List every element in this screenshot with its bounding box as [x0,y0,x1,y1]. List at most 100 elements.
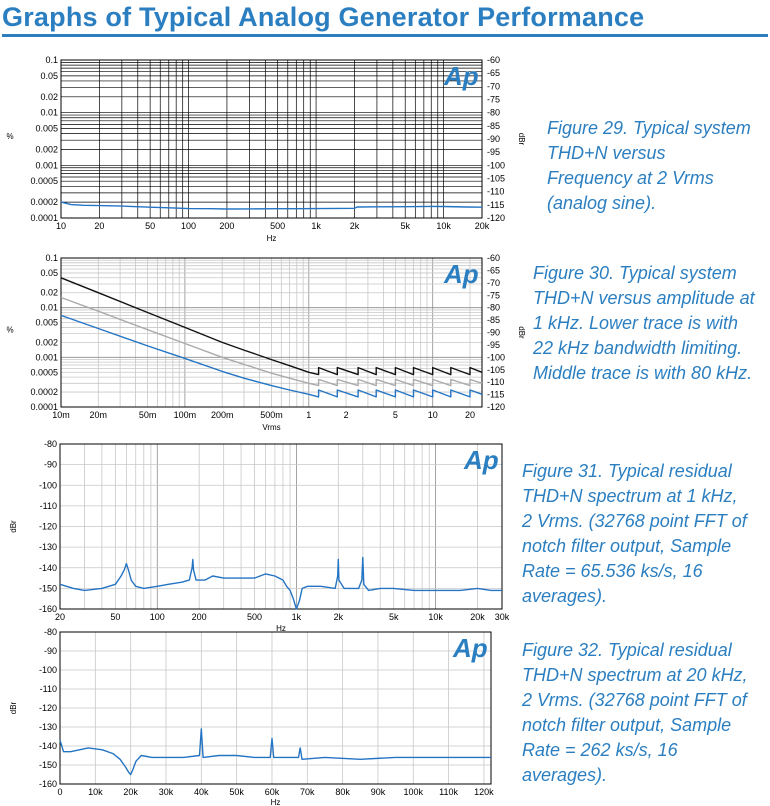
caption-line: THD+N versus [547,143,666,163]
chart-thd-vs-amplitude: 10m 20m 50m 100m 200m 500m 1 2 5 10 20 0.1 0.05 0.02 0… [6,253,526,432]
y-tick-label: -150 [39,583,57,593]
series-line-2 [60,314,483,398]
y-tick-label: -160 [39,779,57,789]
ap-logo: Ap [452,633,488,663]
x-tick-label: 2k [350,221,360,231]
y-tick-label: 0.001 [35,352,58,362]
caption-line: 22 kHz bandwidth limiting. [533,338,743,358]
x-tick-label: 100 [181,221,196,231]
series-line-0 [60,277,483,376]
y2-tick-label: -115 [487,390,504,400]
x-tick-label: 200 [192,612,207,622]
y-tick-label: -120 [39,703,57,713]
y-tick-label: -150 [39,760,57,770]
y2-tick-label: -95 [487,147,500,157]
y-tick-label: 0.1 [45,55,58,65]
y-tick-label: -110 [40,501,57,511]
x-tick-label: 5k [389,612,399,622]
y2-tick-label: -100 [487,160,505,170]
caption-line: Figure 32. Typical residual [522,640,732,660]
x-tick-label: 2k [334,612,344,622]
y-tick-label: -130 [39,722,57,732]
x-tick-label: 20 [55,612,65,622]
caption-line: notch filter output, Sample [522,715,732,735]
y-tick-label: 0.001 [35,160,58,170]
plot-frame [59,443,503,610]
x-tick-label: 1k [311,221,321,231]
plot-frame [60,59,483,219]
y2-tick-label: -65 [487,265,500,275]
x-tick-label: 50 [110,612,120,622]
page-title: Graphs of Typical Analog Generator Perfo… [2,0,768,37]
ap-logo: Ap [443,61,479,91]
y2-tick-label: -80 [487,303,500,313]
y-tick-label: 0.0001 [30,402,58,412]
x-tick-label: 20k [475,221,490,231]
x-tick-label: 10k [436,221,451,231]
y-tick-label: -160 [39,604,57,614]
y-tick-label: -120 [39,522,57,532]
x-tick-label: 5 [393,410,398,420]
series-line-0 [60,201,483,210]
figure-32-caption: Figure 32. Typical residual THD+N spectr… [522,638,748,788]
y-tick-label: -90 [44,646,57,656]
y2-tick-label: -60 [487,253,500,263]
series-line-0 [59,556,502,610]
y2-axis-label: dBr [517,326,526,339]
x-tick-label: 500 [270,221,285,231]
x-tick-label: 30k [159,787,174,797]
x-tick-label: 50k [229,787,244,797]
x-tick-label: 100k [404,787,424,797]
plot-frame [59,631,492,785]
x-tick-label: 50 [145,221,155,231]
caption-line: averages). [522,765,608,785]
x-axis-label: Hz [276,624,286,633]
y2-tick-label: -60 [487,55,500,65]
y2-tick-label: -120 [487,402,505,412]
y-axis-label: dBr [9,520,18,533]
x-tick-label: 80k [335,787,350,797]
y-tick-label: -140 [39,741,57,751]
plot-frame [60,257,483,408]
caption-line: Figure 31. Typical residual [522,461,732,481]
caption-line: 2 Vrms. (32768 point FFT of [522,511,747,531]
y2-tick-label: -100 [487,352,505,362]
y2-tick-label: -70 [487,81,500,91]
x-tick-label: 60k [265,787,280,797]
caption-line: 2 Vrms. (32768 point FFT of [522,690,747,710]
x-tick-label: 20k [123,787,138,797]
y2-tick-label: -85 [487,315,500,325]
x-axis-label: Hz [267,234,277,243]
caption-line: Frequency at 2 Vrms [547,168,714,188]
x-tick-label: 500 [247,612,262,622]
x-tick-label: 20 [465,410,475,420]
figure-29-caption: Figure 29. Typical system THD+N versus F… [547,116,751,216]
x-tick-label: 20 [94,221,104,231]
x-tick-label: 200 [219,221,234,231]
y-tick-label: 0.0002 [30,197,58,207]
y-tick-label: 0.01 [40,303,58,313]
y2-axis-label: dBr [517,133,526,146]
caption-line: notch filter output, Sample [522,536,732,556]
y-tick-label: 0.005 [35,124,58,134]
y2-tick-label: -95 [487,340,500,350]
y-tick-label: -140 [39,563,57,573]
y-tick-label: -90 [44,460,57,470]
caption-line: (analog sine). [547,193,657,213]
x-tick-label: 110k [439,787,458,797]
x-tick-label: 40k [194,787,209,797]
y2-tick-label: -105 [487,365,505,375]
caption-line: 1 kHz. Lower trace is with [533,313,739,333]
x-tick-label: 120k [474,787,494,797]
plot-grid [59,443,503,610]
y-tick-label: 0.05 [40,71,58,81]
caption-line: averages). [522,586,608,606]
x-tick-label: 200m [211,410,234,420]
y-tick-label: 0.0005 [30,367,58,377]
y-tick-label: 0.0005 [30,176,58,186]
ap-logo: Ap [463,445,499,475]
caption-line: THD+N versus amplitude at [533,288,755,308]
y2-tick-label: -75 [487,290,500,300]
caption-line: THD+N spectrum at 20 kHz, [522,665,748,685]
y-tick-label: -80 [44,627,57,637]
